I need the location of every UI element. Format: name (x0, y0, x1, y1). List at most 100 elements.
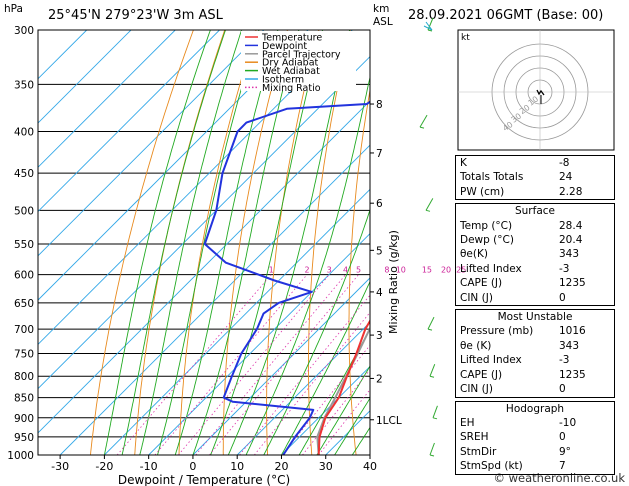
wind-barbs (419, 17, 438, 457)
most-unstable-label: Pressure (mb) (460, 325, 534, 338)
surface-row: CIN (J) 0 (456, 291, 614, 305)
x-axis-label: Dewpoint / Temperature (°C) (118, 473, 290, 486)
legend-label: Temperature (261, 33, 322, 44)
wind-barb (429, 364, 436, 377)
most-unstable-label: θe (K) (460, 339, 492, 352)
pressure-tick-label: 750 (14, 348, 34, 360)
dry-adiabat (348, 87, 370, 455)
index-row: K -8 (456, 156, 614, 170)
wet-adiabat (334, 397, 370, 455)
most-unstable-label: CIN (J) (460, 383, 493, 396)
most-unstable-label: CAPE (J) (460, 368, 503, 381)
hodograph-index-value: 7 (559, 460, 566, 473)
height-tick-label: 4 (376, 287, 383, 299)
legend-label: Dewpoint (262, 41, 307, 52)
wet-adiabat (316, 365, 370, 455)
hodograph-index-label: StmSpd (kt) (460, 460, 523, 473)
wet-adiabat (245, 75, 370, 455)
height-tick-label: 1LCL (376, 415, 402, 427)
surface-value: 1235 (559, 277, 586, 290)
index-value: 24 (559, 171, 573, 184)
temperature-tick-label: 0 (189, 460, 196, 473)
mixing-ratio-line (281, 344, 370, 455)
mixing-ratio-label: 15 (422, 266, 432, 275)
km-label: km (373, 3, 389, 15)
dewpoint-line (203, 100, 370, 455)
mixing-ratio-label: 3 (327, 266, 332, 275)
dry-adiabat (222, 30, 288, 455)
wet-adiabat (174, 30, 279, 455)
pressure-tick-label: 300 (14, 25, 34, 37)
isotherm (38, 30, 220, 213)
hodograph-index-row: StmDir 9° (456, 445, 614, 459)
height-tick-label: 8 (376, 99, 383, 111)
wet-adiabat (210, 30, 324, 455)
surface-label: θe(K) (460, 248, 488, 261)
isotherm (192, 277, 370, 455)
hodograph-index-value: -10 (559, 416, 577, 429)
pressure-tick-label: 550 (14, 239, 34, 251)
surface-title: Surface (514, 205, 555, 218)
isotherm (38, 30, 132, 124)
wind-barb (423, 21, 433, 31)
temperature-tick-label: -30 (51, 460, 69, 473)
wind-barb-flag (429, 375, 435, 378)
mixing-ratio-label: 20 (441, 266, 451, 275)
indices-top-box: K -8 Totals Totals 24 PW (cm) 2.28 (455, 155, 615, 201)
index-row: Totals Totals 24 (456, 170, 614, 184)
wind-barb-flag (432, 417, 438, 420)
mixing-ratio-label: 10 (396, 266, 406, 275)
height-tick-label: 7 (376, 148, 383, 160)
index-label: K (460, 157, 467, 169)
mixing-ratio-line (253, 311, 370, 455)
temperature-tick-label: 20 (274, 460, 288, 473)
pressure-tick-label: 600 (14, 270, 34, 282)
index-value: -8 (559, 157, 570, 169)
legend-bg (241, 31, 356, 91)
surface-label: CIN (J) (460, 291, 493, 304)
wet-adiabat (192, 30, 300, 455)
temperature-tick-label: -10 (140, 460, 158, 473)
mixing-ratio-label: 25 (456, 266, 466, 275)
wet-adiabat (298, 327, 370, 455)
mixing-ratio-label: 2 (305, 266, 310, 275)
isotherm (38, 55, 370, 390)
height-tick-label: 3 (376, 330, 383, 342)
mixing-ratio-label: 1 (269, 266, 274, 275)
height-tick-label: 6 (376, 198, 383, 210)
most-unstable-label: Lifted Index (460, 354, 522, 367)
temperature-line (317, 318, 370, 455)
index-label: PW (cm) (460, 185, 505, 198)
hodograph-index-label: EH (460, 416, 475, 429)
mixing-ratio-line (178, 274, 330, 455)
datetime-title: 28.09.2021 06GMT (Base: 00) (408, 8, 603, 23)
isotherm (38, 30, 353, 345)
surface-value: 20.4 (559, 234, 583, 247)
hodograph-index-row: EH -10 (456, 416, 614, 430)
isotherm (236, 321, 370, 455)
legend-label: Isotherm (262, 75, 304, 86)
location-title: 25°45'N 279°23'W 3m ASL (48, 8, 224, 23)
dry-adiabat (178, 30, 257, 455)
surface-box: Surface Temp (°C) 28.4 Dewp (°C) 20.4 θe(K) 3… (455, 203, 615, 307)
wind-barb-flag (429, 454, 435, 457)
pressure-tick-label: 650 (14, 298, 34, 310)
pressure-unit-label: hPa (4, 3, 23, 15)
wet-adiabat (103, 30, 211, 455)
hodograph-trace (536, 89, 545, 96)
surface-row: Lifted Index -3 (456, 262, 614, 276)
wind-barb (427, 316, 435, 330)
most-unstable-title: Most Unstable (497, 311, 573, 324)
pressure-tick-label: 700 (14, 324, 34, 336)
hodograph-index-row: SREH 0 (456, 430, 614, 444)
hodograph-indices-box: Hodograph EH -10 SREH 0 StmDir 9° StmSpd (kt) 7 (455, 400, 615, 475)
isotherm (38, 30, 309, 301)
most-unstable-box: Most Unstable Pressure (mb) 1016 θe (K) 343… (455, 309, 615, 398)
wind-barb-flag (427, 328, 433, 331)
surface-value: 343 (559, 248, 580, 261)
index-row: PW (cm) 2.28 (456, 185, 614, 199)
most-unstable-value: -3 (559, 354, 570, 367)
